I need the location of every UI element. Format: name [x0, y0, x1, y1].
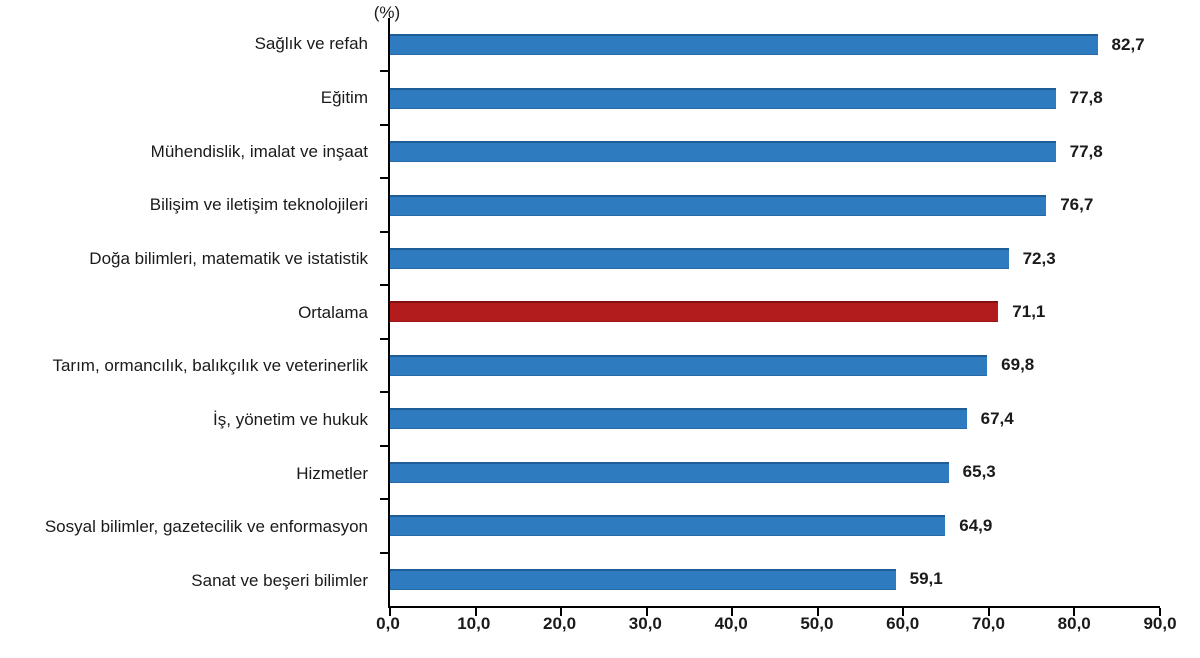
category-label: Ortalama — [298, 302, 368, 322]
category-label: Bilişim ve iletişim teknolojileri — [149, 195, 368, 215]
bar-value-label: 72,3 — [1022, 248, 1056, 268]
y-axis-tick — [380, 123, 388, 126]
x-axis-tick-label: 90,0 — [1143, 614, 1177, 633]
y-axis-tick — [380, 230, 388, 233]
x-axis-tick-label: 40,0 — [714, 614, 748, 633]
bar-value-label: 71,1 — [1012, 301, 1046, 321]
x-axis-tick-label: 60,0 — [886, 614, 920, 633]
category-labels-column: Sağlık ve refah Eğitim Mühendislik, imalat… — [0, 18, 378, 608]
x-axis-tick — [816, 608, 819, 616]
y-axis-tick — [380, 444, 388, 447]
bar — [390, 568, 896, 590]
bar-row: 76,7 — [390, 178, 1160, 231]
bar-row: 72,3 — [390, 232, 1160, 285]
y-axis-tick — [380, 391, 388, 394]
y-axis-tick — [380, 551, 388, 554]
bar-value-label: 77,8 — [1069, 88, 1103, 108]
x-axis-tick — [1073, 608, 1076, 616]
bar-value-label: 65,3 — [962, 462, 996, 482]
bar-rows: 82,7 77,8 77,8 76,7 72,3 71,1 69,8 67,4 65,3 64,9… — [390, 18, 1160, 606]
x-axis-tick-label: 70,0 — [971, 614, 1005, 633]
category-label: Sosyal bilimler, gazetecilik ve enformas… — [44, 517, 368, 537]
x-axis-tick — [645, 608, 648, 616]
plot-area: 82,7 77,8 77,8 76,7 72,3 71,1 69,8 67,4 65,3 64,9… — [380, 18, 1161, 616]
bar-row: 59,1 — [390, 553, 1160, 606]
category-label: Eğitim — [320, 88, 368, 108]
bar-row: 71,1 — [390, 285, 1160, 338]
bar — [390, 408, 967, 430]
x-axis-tick — [560, 608, 563, 616]
bar-row: 77,8 — [390, 125, 1160, 178]
x-axis-tick — [731, 608, 734, 616]
bar — [390, 141, 1056, 163]
bar — [390, 87, 1056, 109]
bar-value-label: 67,4 — [980, 408, 1014, 428]
bar-row: 67,4 — [390, 392, 1160, 445]
x-axis-tick-label: 10,0 — [457, 614, 491, 633]
bar-value-label: 69,8 — [1001, 355, 1035, 375]
bar-row: 65,3 — [390, 446, 1160, 499]
axis-unit-label: (%) — [373, 3, 401, 22]
category-label: İş, yönetim ve hukuk — [213, 409, 368, 429]
y-axis-tick — [380, 177, 388, 180]
x-axis-tick-label: 50,0 — [800, 614, 834, 633]
bar-value-label: 64,9 — [959, 515, 993, 535]
x-axis-tick — [389, 608, 391, 616]
bar — [390, 194, 1047, 216]
x-axis-tick-label: 0,0 — [376, 614, 400, 633]
bar — [390, 515, 946, 537]
y-axis-tick — [380, 498, 388, 501]
bar-row: 64,9 — [390, 499, 1160, 552]
x-axis-tick — [987, 608, 990, 616]
bar-ortalama-highlight — [390, 301, 999, 323]
bar — [390, 248, 1009, 270]
x-axis-tick — [1159, 608, 1161, 616]
y-axis-tick — [380, 70, 388, 73]
bar — [390, 34, 1098, 56]
bar-row: 77,8 — [390, 71, 1160, 124]
y-axis-tick — [380, 337, 388, 340]
category-label: Sanat ve beşeri bilimler — [191, 570, 368, 590]
bar-value-label: 77,8 — [1069, 141, 1103, 161]
y-axis-tick — [380, 284, 388, 287]
category-label: Hizmetler — [296, 463, 368, 483]
x-axis-tick-label: 20,0 — [543, 614, 577, 633]
bar — [390, 354, 988, 376]
bar-value-label: 82,7 — [1111, 34, 1145, 54]
bar-value-label: 76,7 — [1060, 195, 1094, 215]
category-label: Sağlık ve refah — [254, 34, 368, 54]
x-axis-tick — [902, 608, 905, 616]
bar-row: 69,8 — [390, 339, 1160, 392]
x-axis-tick-label: 80,0 — [1057, 614, 1091, 633]
x-axis-tick-label: 30,0 — [628, 614, 662, 633]
category-label: Mühendislik, imalat ve inşaat — [150, 141, 368, 161]
bar-row: 82,7 — [390, 18, 1160, 71]
category-label: Tarım, ormancılık, balıkçılık ve veterin… — [52, 356, 368, 376]
category-label: Doğa bilimleri, matematik ve istatistik — [89, 249, 368, 269]
bar-value-label: 59,1 — [909, 569, 943, 589]
bar — [390, 461, 949, 483]
x-axis-tick — [474, 608, 477, 616]
